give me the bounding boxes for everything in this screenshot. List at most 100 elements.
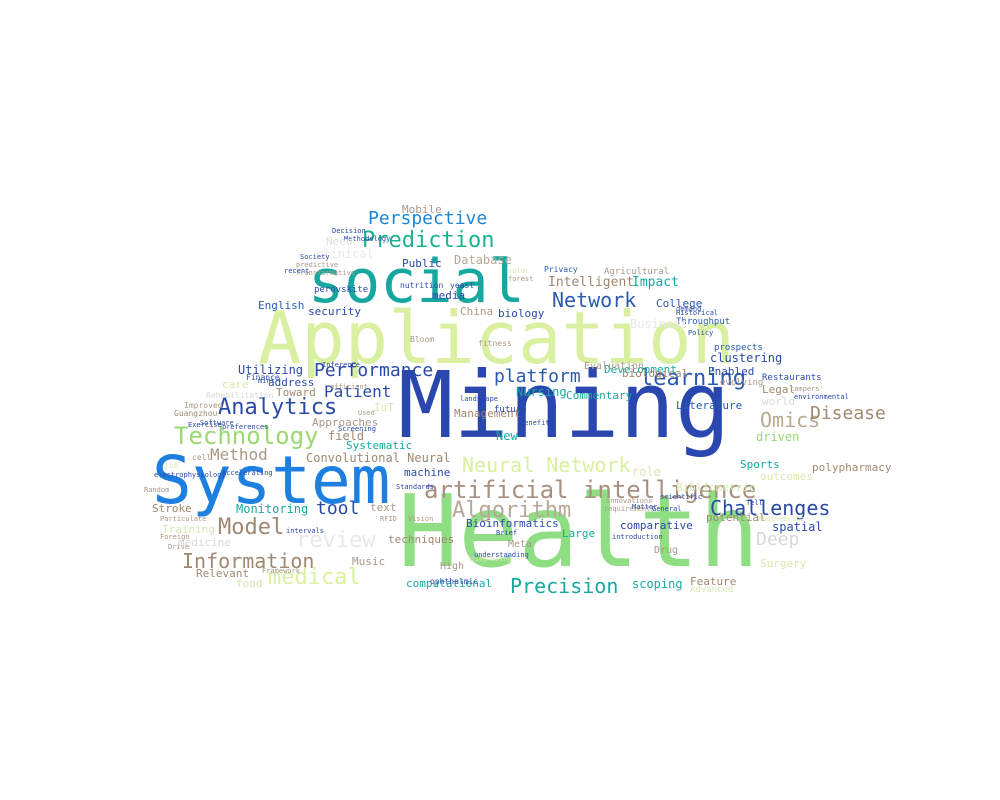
word: Toward — [276, 386, 316, 399]
word: scientific — [660, 493, 703, 501]
word: Large — [562, 527, 596, 540]
word: driven — [756, 430, 800, 444]
word: Public — [402, 257, 442, 270]
word: Particulate — [160, 515, 207, 523]
word: job — [164, 461, 179, 470]
word: Bibliometric — [676, 481, 756, 494]
word: Training — [162, 523, 215, 536]
word: predictive — [296, 261, 339, 269]
word: machine — [404, 466, 451, 479]
word: world — [762, 395, 796, 408]
word: requirements — [604, 505, 655, 513]
word: Society — [300, 253, 330, 261]
word: New — [496, 429, 518, 443]
word: review — [296, 528, 376, 553]
word: Privacy — [544, 265, 578, 274]
word: Patient — [324, 382, 392, 401]
word: Foreign — [160, 533, 190, 541]
word: landscape — [460, 395, 498, 403]
word: Deep — [756, 529, 800, 550]
word: Analytics — [218, 395, 338, 420]
word: Drug — [654, 545, 679, 556]
word: Framework — [262, 567, 300, 575]
word: Application — [258, 296, 735, 380]
word: demand — [676, 305, 702, 313]
word: innovations — [606, 497, 653, 505]
word: forest — [508, 275, 534, 283]
word: Bloom — [410, 335, 435, 344]
word: preferences — [222, 423, 269, 431]
word: outcomes — [760, 470, 813, 483]
word: IoT — [374, 401, 394, 414]
word: Literature — [676, 399, 743, 412]
word: electrophysiology — [154, 471, 226, 479]
word: platform — [494, 366, 581, 387]
word: address — [268, 376, 315, 389]
word: Systematic — [346, 439, 413, 452]
word: Drive — [168, 543, 190, 551]
word: Guangzhou — [174, 409, 218, 418]
word: High — [440, 561, 465, 572]
word: Policy — [688, 329, 714, 337]
word: Impact — [632, 275, 679, 290]
word: China — [460, 305, 494, 318]
word: Management — [454, 407, 521, 420]
word: Feature — [690, 575, 737, 588]
word: yeast — [450, 281, 475, 290]
word: medical — [268, 565, 361, 590]
word: text — [370, 501, 397, 514]
word: Legal — [762, 383, 796, 396]
word: Development — [604, 363, 677, 376]
word: food — [236, 577, 263, 590]
word: Convolutional Neural — [306, 451, 451, 465]
word: Network — [552, 288, 637, 312]
word: Standards — [396, 483, 434, 491]
word: Mining — [398, 352, 731, 459]
word: understanding — [474, 551, 529, 559]
word: Monitoring — [236, 502, 309, 516]
word: Intelligent — [548, 275, 635, 290]
word: College — [656, 297, 703, 310]
word: mini — [258, 377, 275, 385]
word: Performance — [314, 360, 434, 381]
word: Relevant — [196, 567, 249, 580]
word: potential — [706, 511, 766, 524]
word: role — [632, 465, 661, 479]
word: media — [432, 289, 466, 302]
word: Improved — [184, 401, 223, 410]
word: Screening — [338, 425, 376, 433]
word: Challenges — [710, 496, 831, 520]
word: Historical — [676, 309, 719, 317]
word: Vision — [408, 515, 434, 523]
word: Neural Network — [462, 453, 631, 477]
word: introduction — [612, 533, 663, 541]
word: clinical — [316, 247, 374, 261]
word: biological — [622, 367, 689, 380]
word: intervals — [286, 527, 324, 535]
word: System — [152, 442, 391, 519]
word: spatial — [772, 520, 823, 534]
word: Enabled — [708, 365, 755, 378]
word: Music — [352, 555, 386, 568]
word: Evaluation — [584, 361, 645, 372]
word: Bioinformatics — [466, 517, 559, 530]
word: nutrition — [400, 281, 444, 290]
word: Agricultural — [604, 267, 670, 277]
word: Tell — [746, 499, 763, 507]
word: Surgery — [760, 557, 807, 570]
word: Need — [326, 235, 353, 248]
word: cell — [192, 453, 212, 462]
word: Precision — [510, 574, 619, 598]
word: Engineering — [758, 515, 805, 523]
word: solar — [508, 267, 530, 275]
word: English — [258, 299, 305, 312]
word: field — [328, 429, 365, 443]
word: Restaurants — [762, 373, 822, 383]
word: Utilizing — [238, 363, 304, 377]
word: security — [308, 305, 361, 318]
word: benefits — [520, 419, 554, 427]
word: recent — [284, 267, 310, 275]
word: Algorithm — [452, 498, 572, 523]
word: Matter — [632, 503, 658, 511]
